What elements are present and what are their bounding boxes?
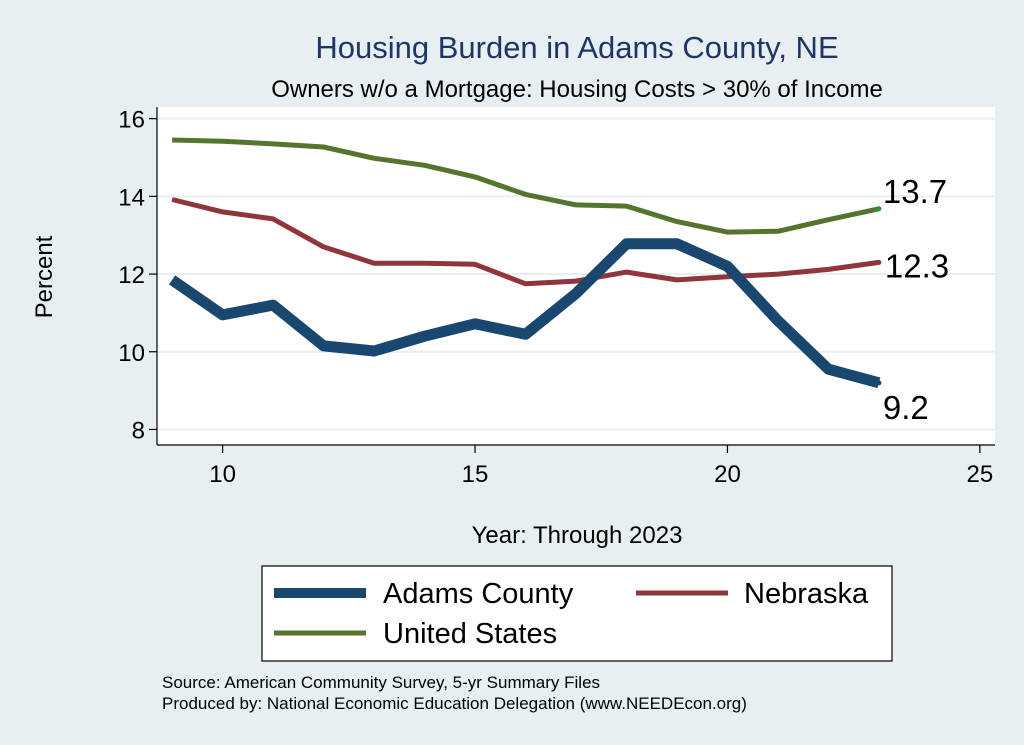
x-tick-label: 20 [714,461,741,488]
y-tick-label: 10 [118,340,145,367]
series-lines [168,137,882,389]
series-line-adams-county [168,238,881,389]
legend-box [261,565,893,662]
y-tick-label: 14 [118,184,145,211]
producer-note: Produced by: National Economic Education… [162,694,747,713]
legend-label-united-states: United States [383,618,557,650]
y-axis-title: Percent [31,235,58,318]
legend: Adams County Nebraska United States [261,565,893,662]
end-point-united-states [876,206,882,212]
y-tick-label: 12 [118,262,145,289]
y-tick-label: 16 [118,107,145,134]
end-labels: 9.2 12.3 13.7 [883,173,949,426]
chart-title: Housing Burden in Adams County, NE [315,30,838,65]
x-axis-title: Year: Through 2023 [472,522,683,549]
series-line-nebraska [171,197,880,287]
series-line-united-states [172,137,880,235]
x-tick-label: 10 [209,461,236,488]
end-label-adams-county: 9.2 [883,389,929,426]
end-point-nebraska [876,259,882,265]
x-tick-label: 15 [462,461,489,488]
end-label-united-states: 13.7 [883,173,947,210]
plot-area [157,107,995,445]
y-tick-label: 8 [132,417,145,444]
legend-label-adams-county: Adams County [383,578,574,610]
axes: 8 10 12 14 16 10 15 20 25 [118,107,995,488]
source-note: Source: American Community Survey, 5-yr … [162,673,600,692]
end-label-nebraska: 12.3 [885,247,949,284]
legend-label-nebraska: Nebraska [744,578,869,610]
x-tick-label: 25 [967,461,994,488]
chart-subtitle: Owners w/o a Mortgage: Housing Costs > 3… [271,76,883,103]
gridlines [157,117,995,431]
end-point-adams-county [876,380,882,386]
